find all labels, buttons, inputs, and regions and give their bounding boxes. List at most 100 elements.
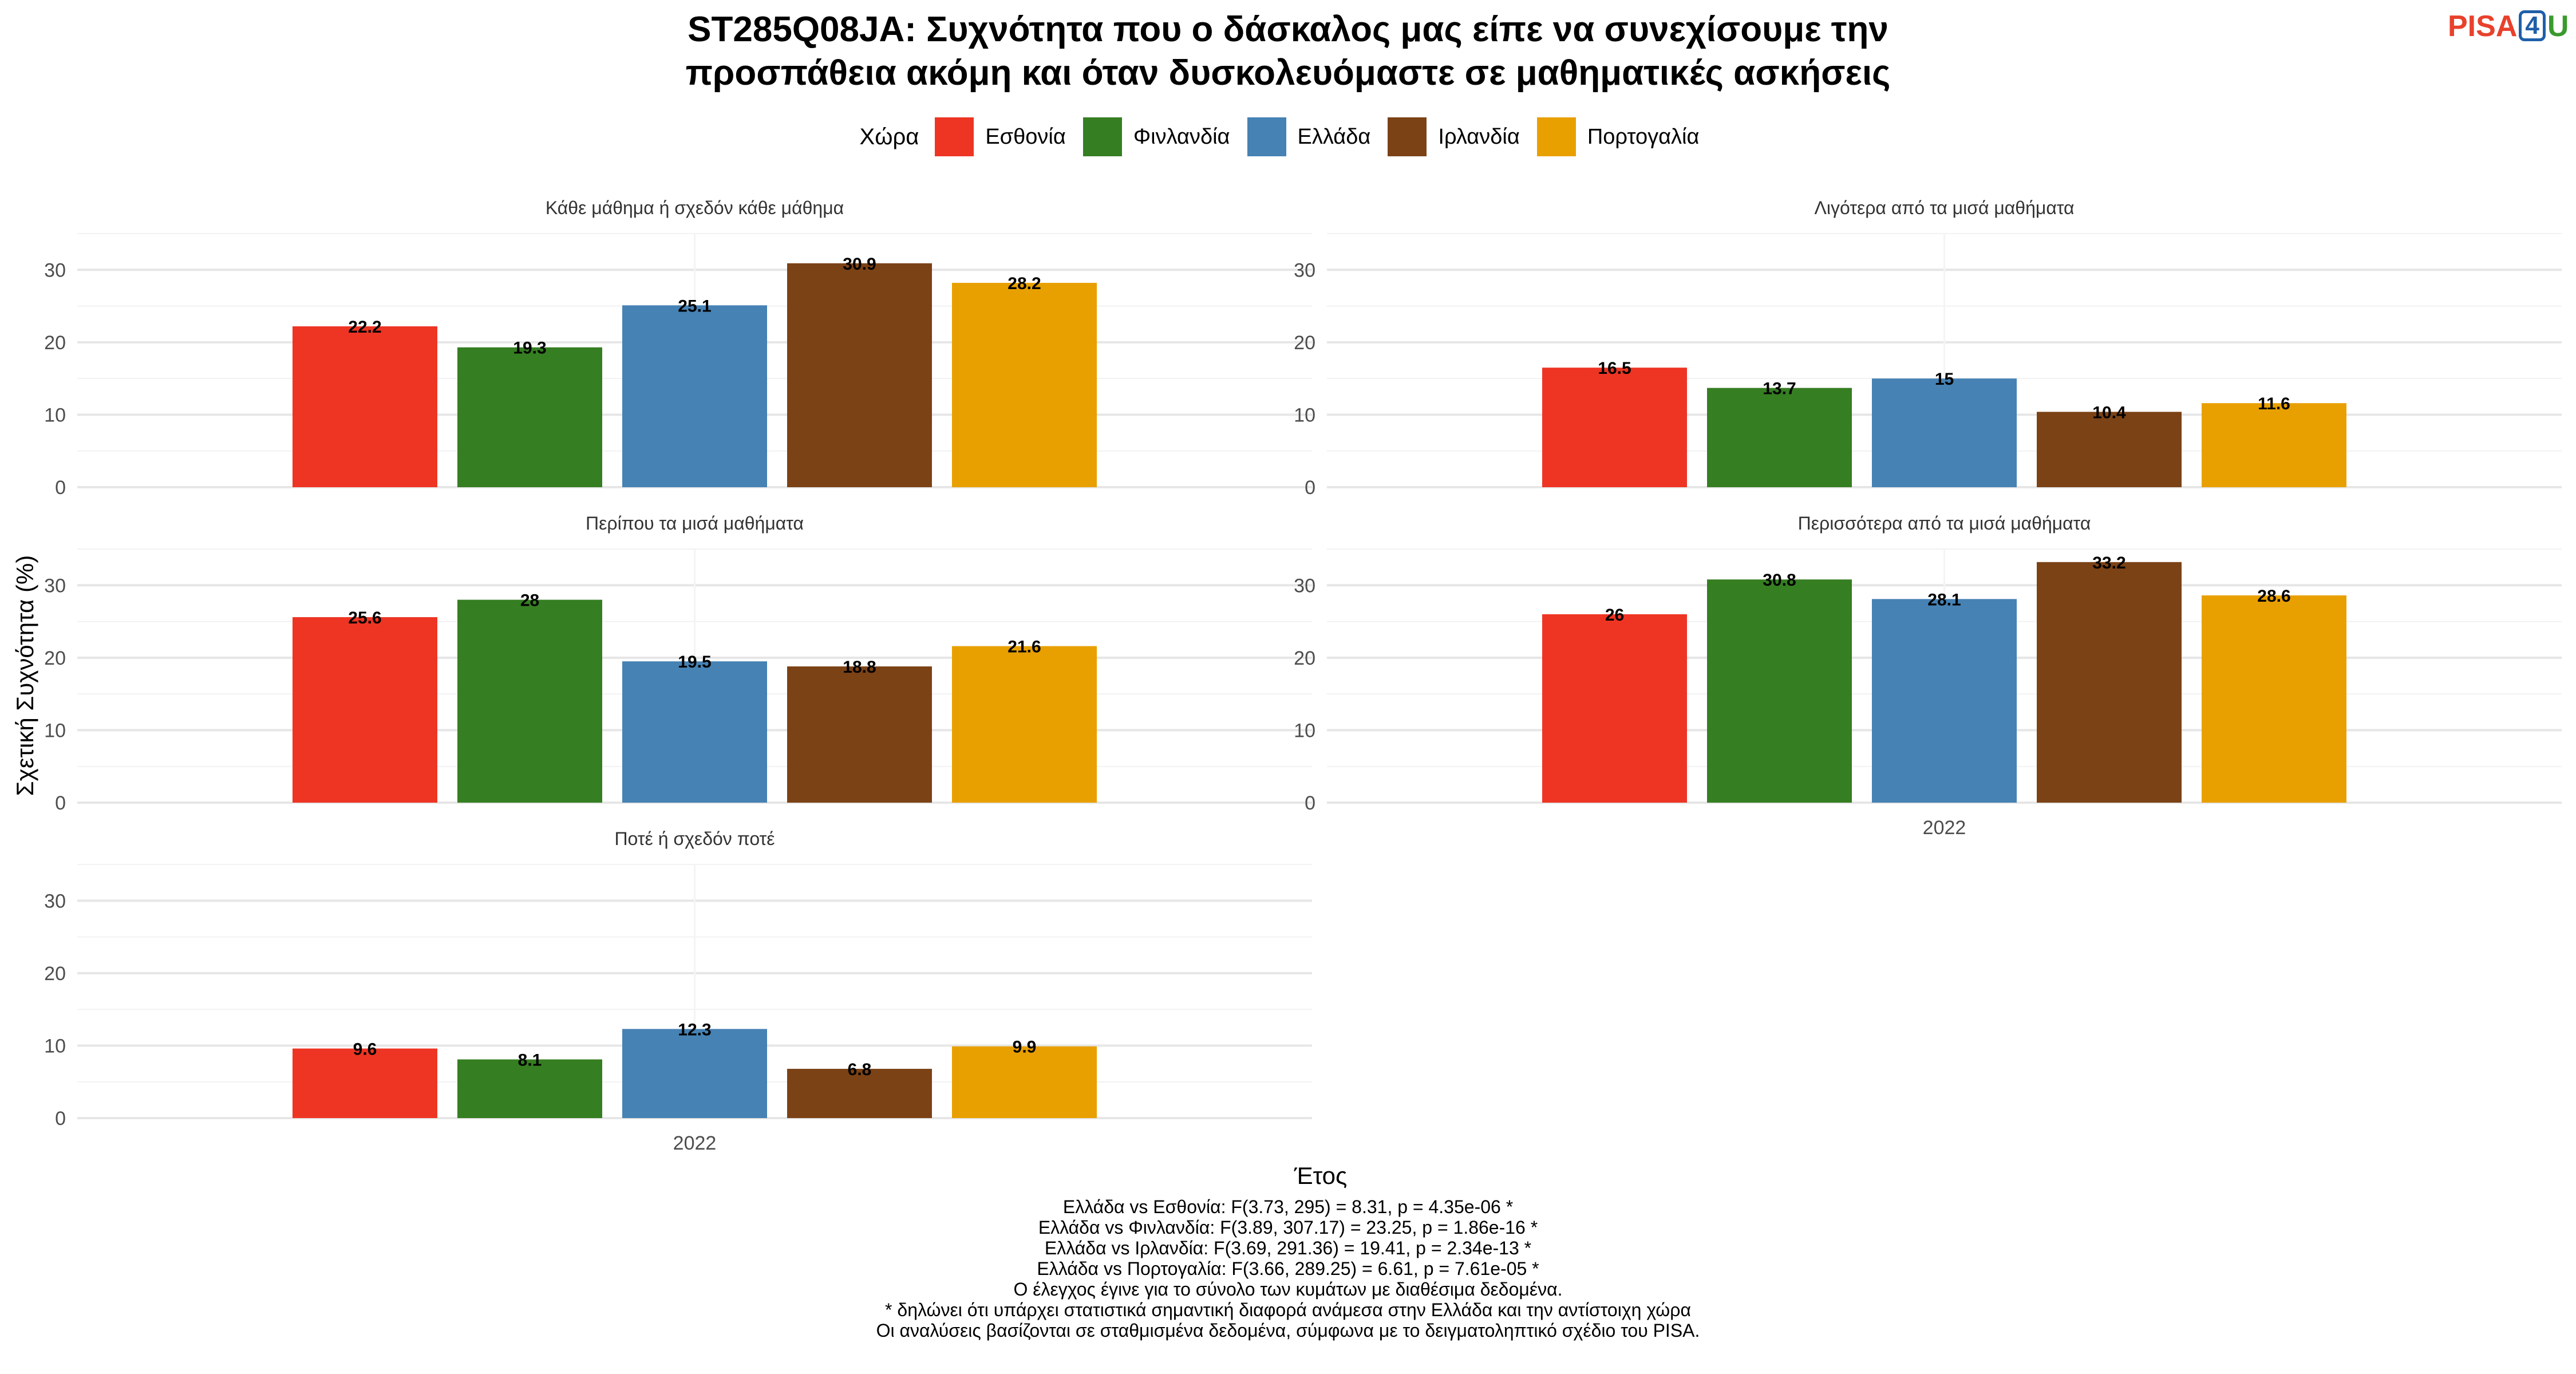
facet-5: 0 10 20 30 Ποτέ ή σχεδόν ποτέ 9.6 8.1 12.3 6.8 9.… (44, 828, 1312, 1130)
value-label-2-3: 15 (1935, 370, 1954, 389)
y-tick-label-10: 10 (44, 720, 66, 741)
x-tick-label-1: 2022 (673, 1132, 717, 1154)
legend-swatch-5 (1536, 117, 1576, 156)
legend: Χώρα Εσθονία Φινλανδία Ελλάδα Ιρλανδία Πορτο… (0, 117, 2576, 156)
value-label-3-3: 19.5 (678, 653, 711, 672)
value-label-2-5: 11.6 (2258, 394, 2290, 413)
value-label-2-1: 16.5 (1598, 359, 1631, 378)
bar-5-1 (293, 1048, 437, 1118)
bar-3-2 (457, 599, 602, 803)
bar-2-4 (2037, 412, 2182, 487)
bar-3-4 (787, 666, 932, 803)
bar-4-2 (1707, 579, 1852, 803)
bar-4-5 (2202, 595, 2346, 803)
y-tick-label-30: 30 (1294, 575, 1315, 597)
bar-1-1 (293, 326, 437, 487)
bar-2-1 (1542, 368, 1687, 487)
value-label-3-5: 21.6 (1008, 638, 1041, 657)
facet-4: 0 10 20 30 Περισσότερα από τα μισά μαθήματα 2… (1294, 513, 2562, 814)
note-line-1: Ελλάδα vs Εσθονία: F(3.73, 295) = 8.31, … (1062, 1197, 1514, 1217)
facet-2: 0 10 20 30 Λιγότερα από τα μισά μαθήματα 16.5… (1294, 198, 2562, 499)
value-label-4-2: 30.8 (1763, 571, 1796, 590)
bar-1-5 (952, 283, 1097, 487)
bar-5-4 (787, 1068, 932, 1118)
legend-label-3: Ελλάδα (1297, 124, 1371, 149)
logo-text-four: 4 (2519, 10, 2546, 41)
pisa4u-logo: PISA 4 U (2448, 9, 2569, 44)
value-label-4-3: 28.1 (1927, 590, 1961, 609)
value-label-2-4: 10.4 (2092, 403, 2126, 422)
facet-title-1: Κάθε μάθημα ή σχεδόν κάθε μάθημα (546, 198, 844, 218)
y-tick-label-20: 20 (1294, 332, 1315, 354)
chart-title-line-2: προσπάθεια ακόμη και όταν δυσκολευόμαστε… (685, 53, 1891, 93)
bar-2-3 (1872, 378, 2017, 487)
y-tick-label-10: 10 (44, 1035, 66, 1057)
x-tick-label-2: 2022 (1923, 817, 1966, 839)
x-axis-title: Έτος (1294, 1162, 1348, 1189)
bar-1-2 (457, 347, 602, 487)
note-line-3: Ελλάδα vs Ιρλανδία: F(3.69, 291.36) = 19… (1044, 1238, 1532, 1258)
bar-2-5 (2202, 403, 2346, 487)
bar-4-4 (2037, 562, 2182, 803)
value-label-1-1: 22.2 (348, 318, 381, 337)
note-line-4: Ελλάδα vs Πορτογαλία: F(3.66, 289.25) = … (1037, 1258, 1539, 1279)
y-tick-label-0: 0 (1305, 477, 1315, 499)
value-label-4-5: 28.6 (2257, 587, 2290, 606)
bar-5-3 (622, 1029, 767, 1118)
legend-item-2: Φινλανδία (1082, 117, 1230, 156)
y-tick-label-0: 0 (55, 477, 66, 499)
legend-item-3: Ελλάδα (1247, 117, 1371, 156)
bar-5-5 (952, 1046, 1097, 1118)
bar-2-2 (1707, 388, 1852, 487)
legend-item-4: Ιρλανδία (1388, 117, 1520, 156)
value-label-5-2: 8.1 (518, 1051, 542, 1069)
logo-text-pisa: PISA (2448, 10, 2518, 43)
legend-title: Χώρα (859, 124, 919, 149)
value-label-1-4: 30.9 (843, 255, 876, 274)
value-label-4-4: 33.2 (2092, 554, 2125, 572)
facet-title-4: Περισσότερα από τα μισά μαθήματα (1798, 513, 2091, 534)
legend-label-2: Φινλανδία (1133, 124, 1230, 149)
y-tick-label-10: 10 (1294, 720, 1315, 741)
legend-label-1: Εσθονία (985, 124, 1066, 149)
facet-1: 0 10 20 30 Κάθε μάθημα ή σχεδόν κάθε μάθημα 2… (44, 198, 1312, 499)
bar-1-4 (787, 263, 932, 487)
bar-5-2 (457, 1059, 602, 1118)
value-label-5-1: 9.6 (353, 1040, 377, 1059)
value-label-1-3: 25.1 (678, 297, 711, 315)
value-label-5-5: 9.9 (1013, 1038, 1037, 1057)
bar-3-3 (622, 661, 767, 803)
facet-title-2: Λιγότερα από τα μισά μαθήματα (1814, 198, 2074, 218)
value-label-1-2: 19.3 (513, 339, 546, 358)
y-axis-title: Σχετική Συχνότητα (%) (11, 555, 38, 796)
legend-swatch-1 (935, 117, 974, 156)
legend-label-5: Πορτογαλία (1587, 124, 1700, 149)
chart-title: ST285Q08JA: Συχνότητα που ο δάσκαλος μας… (0, 8, 2576, 95)
value-label-3-2: 28 (520, 591, 539, 610)
y-tick-label-0: 0 (1305, 792, 1315, 814)
value-label-3-4: 18.8 (843, 658, 876, 677)
legend-item-5: Πορτογαλία (1536, 117, 1700, 156)
y-tick-label-30: 30 (44, 259, 66, 281)
value-label-5-4: 6.8 (848, 1060, 872, 1079)
y-tick-label-20: 20 (44, 647, 66, 669)
facet-title-3: Περίπου τα μισά μαθήματα (586, 513, 804, 534)
facet-title-5: Ποτέ ή σχεδόν ποτέ (614, 828, 775, 849)
y-tick-label-0: 0 (55, 792, 66, 814)
y-tick-label-30: 30 (1294, 259, 1315, 281)
bar-1-3 (622, 305, 767, 487)
note-line-2: Ελλάδα vs Φινλανδία: F(3.89, 307.17) = 2… (1038, 1217, 1538, 1238)
chart-title-line-1: ST285Q08JA: Συχνότητα που ο δάσκαλος μας… (688, 10, 1888, 49)
bar-3-5 (952, 646, 1097, 803)
bar-3-1 (293, 617, 437, 803)
legend-swatch-2 (1082, 117, 1122, 156)
facet-3: 0 10 20 30 Περίπου τα μισά μαθήματα 25.6 28 19.… (44, 513, 1312, 814)
value-label-1-5: 28.2 (1008, 274, 1041, 293)
note-line-7: Οι αναλύσεις βασίζονται σε σταθμισμένα δ… (876, 1320, 1700, 1341)
statistical-notes: Ελλάδα vs Εσθονία: F(3.73, 295) = 8.31, … (0, 1197, 2576, 1341)
logo-text-u: U (2547, 10, 2569, 43)
y-tick-label-10: 10 (1294, 404, 1315, 426)
note-line-6: * δηλώνει ότι υπάρχει στατιστικά σημαντι… (885, 1300, 1691, 1320)
legend-items: Εσθονία Φινλανδία Ελλάδα Ιρλανδία Πορτογαλία (935, 117, 1716, 156)
value-label-5-3: 12.3 (678, 1020, 711, 1039)
